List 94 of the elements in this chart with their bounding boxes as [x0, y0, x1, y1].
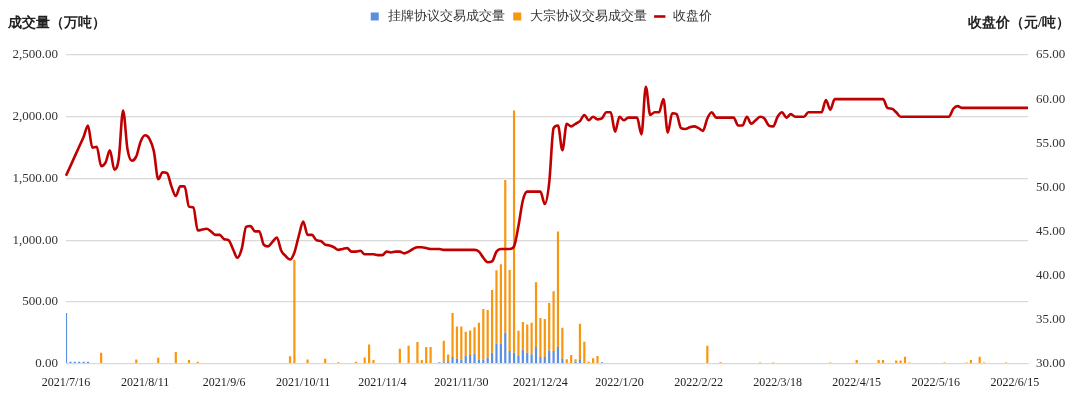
x-tick-label: 2022/1/20: [595, 374, 644, 389]
y-axis-title: 成交量（万吨）: [8, 14, 106, 32]
bar: [592, 358, 595, 363]
bar: [490, 290, 494, 353]
bar: [530, 354, 533, 363]
bar: [556, 231, 560, 348]
bar: [499, 264, 502, 344]
bar: [552, 351, 555, 363]
bar: [561, 327, 564, 359]
bar: [495, 270, 498, 344]
y2-tick-label: 50.00: [1036, 178, 1066, 194]
bar: [482, 309, 485, 360]
bar: [543, 356, 546, 363]
y-tick-label: 0.00: [35, 355, 58, 371]
y-tick-label: 2,000.00: [12, 108, 58, 124]
y2-tick-label: 35.00: [1036, 310, 1066, 326]
x-tick-label: 2021/12/24: [513, 374, 568, 389]
bar: [534, 347, 538, 363]
bar: [363, 357, 366, 363]
bar: [526, 324, 529, 353]
bar: [482, 359, 485, 363]
bar: [517, 355, 520, 363]
bar: [473, 353, 476, 363]
y2-tick-label: 60.00: [1036, 90, 1066, 106]
y2-tick-label: 65.00: [1036, 46, 1066, 62]
bar: [534, 282, 538, 348]
bar: [565, 359, 568, 363]
bar: [578, 323, 582, 360]
x-tick-label: 2021/10/11: [276, 374, 331, 389]
y2-tick-label: 40.00: [1036, 266, 1066, 282]
x-tick-label: 2022/4/15: [832, 374, 882, 389]
line-series: [64, 85, 1030, 264]
x-tick-label: 2021/7/16: [41, 374, 91, 389]
bar: [455, 326, 459, 359]
y-tick-label: 1,000.00: [12, 231, 58, 247]
bar: [477, 359, 481, 363]
bar: [460, 359, 463, 363]
x-tick-label: 2022/6/15: [990, 374, 1040, 389]
bar: [66, 312, 68, 363]
bar: [552, 291, 555, 352]
y-tick-label: 2,500.00: [12, 46, 58, 62]
bar: [447, 354, 450, 362]
bar: [539, 356, 542, 363]
bar: [508, 351, 511, 363]
bar: [288, 356, 292, 363]
legend-label: 收盘价: [672, 7, 712, 23]
bar: [372, 359, 375, 363]
y2-tick-label: 55.00: [1036, 134, 1066, 150]
bar: [442, 340, 445, 363]
bar: [556, 347, 560, 363]
bar: [508, 270, 511, 352]
bar: [135, 359, 138, 363]
y2-axis-title: 收盘价（元/吨）: [968, 14, 1070, 32]
bar: [521, 321, 524, 350]
bar: [530, 322, 533, 355]
bar: [416, 341, 419, 363]
legend-label: 大宗协议交易成交量: [530, 7, 648, 23]
bar: [521, 349, 524, 363]
legend-label: 挂牌协议交易成交量: [387, 7, 505, 23]
x-tick-label: 2022/5/16: [911, 374, 961, 389]
bar: [425, 347, 428, 363]
bar: [548, 303, 551, 351]
x-tick-label: 2021/9/6: [202, 374, 246, 389]
bar: [464, 355, 467, 363]
bar: [306, 359, 309, 363]
x-tick-label: 2021/11/4: [358, 374, 407, 389]
bar: [543, 318, 546, 357]
bar: [504, 179, 507, 333]
bar: [504, 332, 507, 363]
bar: [293, 259, 296, 363]
bar: [398, 348, 401, 363]
y2-tick-label: 45.00: [1036, 222, 1066, 238]
bar: [451, 312, 454, 357]
bar: [578, 359, 582, 363]
bar: [486, 310, 489, 358]
bar: [368, 344, 371, 363]
x-tick-label: 2021/11/30: [434, 374, 489, 389]
x-tick-label: 2021/8/11: [120, 374, 170, 389]
bar: [539, 317, 542, 357]
bar: [495, 343, 498, 363]
bar: [451, 356, 454, 363]
y-tick-label: 500.00: [22, 293, 58, 309]
bar: [174, 352, 177, 363]
y2-tick-label: 30.00: [1036, 355, 1066, 371]
bar: [499, 343, 502, 363]
y-tick-label: 1,500.00: [12, 169, 58, 185]
bar: [429, 347, 432, 363]
bar: [548, 350, 551, 363]
bar: [517, 330, 520, 356]
bar: [596, 355, 599, 363]
bar: [473, 327, 476, 354]
bar: [477, 322, 481, 360]
x-tick-label: 2022/3/18: [753, 374, 802, 389]
x-tick-label: 2022/2/22: [674, 374, 723, 389]
